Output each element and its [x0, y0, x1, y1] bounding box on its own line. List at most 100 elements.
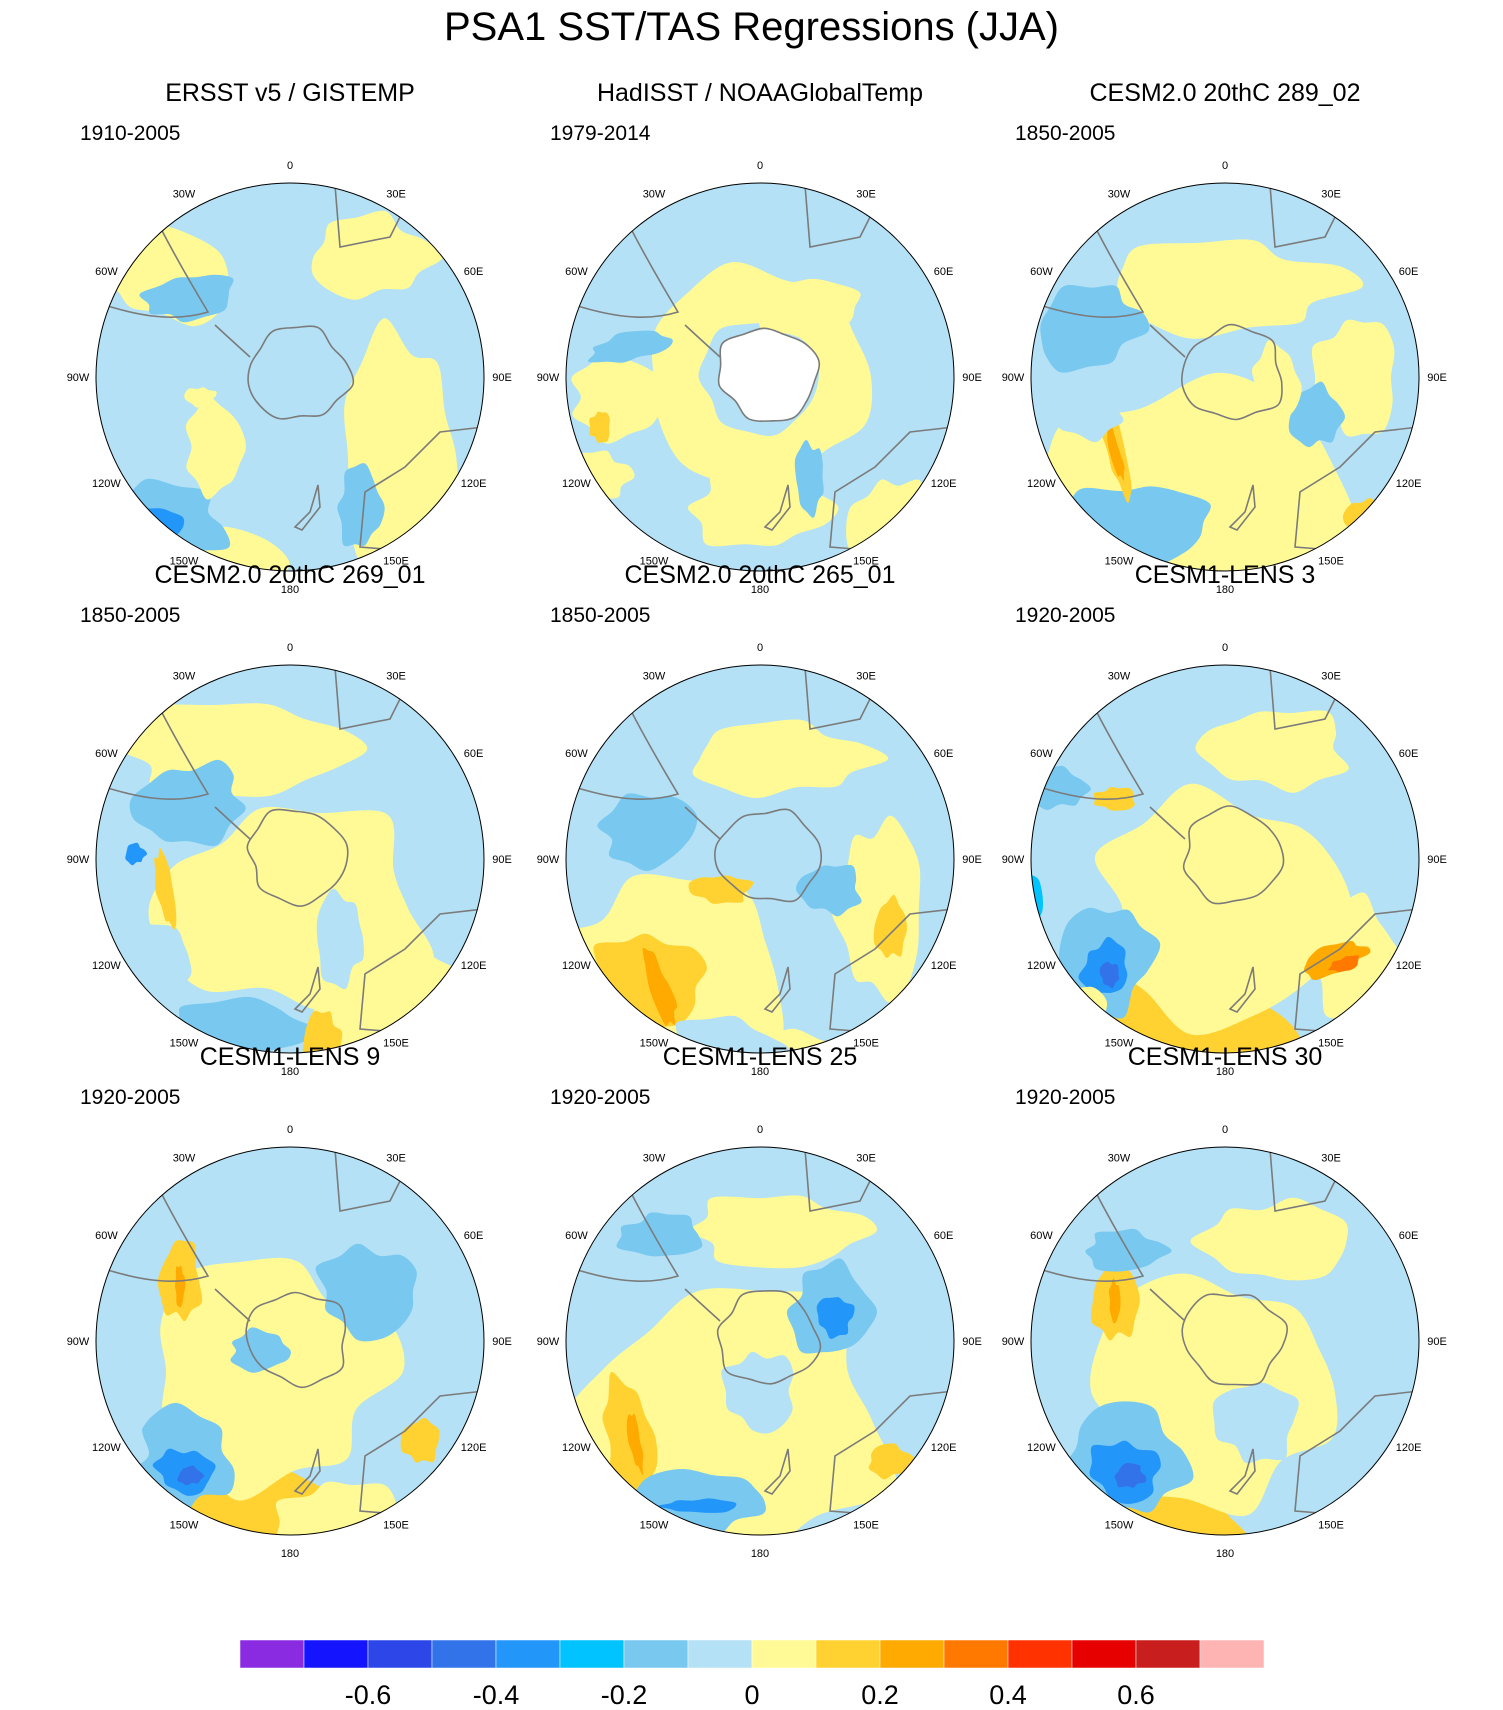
anomaly-contour	[1328, 955, 1359, 973]
anomaly-contour	[659, 1015, 789, 1053]
map-panel: CESM1-LENS 3 1920-2005 0 30E 60E 90E 120E 150E 1…	[975, 560, 1475, 1080]
antarctica-coastline	[1181, 1293, 1288, 1386]
antarctica-coastline	[245, 1291, 347, 1389]
anomaly-contour	[521, 911, 559, 1015]
longitude-label: 30W	[173, 670, 196, 682]
longitude-label: 180	[281, 1548, 299, 1560]
longitude-label: 150W	[170, 1038, 199, 1050]
anomaly-contour	[96, 1385, 149, 1490]
anomaly-contour	[139, 274, 234, 323]
map-panel: HadISST / NOAAGlobalTemp 1979-2014 0 30E 60E…	[510, 78, 1010, 598]
anomaly-contour	[337, 463, 385, 547]
longitude-label: 120W	[92, 1442, 121, 1454]
panel-period: 1850-2005	[80, 604, 181, 627]
longitude-label: 120E	[1396, 960, 1422, 972]
panel-title: CESM2.0 20thC 289_02	[1089, 79, 1361, 107]
polar-map: 0 30E 60E 90E 120E 150E 180 150W 120W 90W 60W 30W	[537, 160, 982, 596]
anomaly-contour	[400, 1417, 440, 1463]
longitude-label: 0	[757, 642, 763, 654]
anomaly-contour	[1190, 1197, 1348, 1281]
new-zealand-coastline	[763, 966, 791, 1013]
south-america-coastline	[566, 698, 680, 800]
longitude-label: 60E	[934, 266, 954, 278]
longitude-label: 120W	[1027, 1442, 1056, 1454]
colorbar-tick-label: 0.6	[1117, 1680, 1155, 1710]
south-america-coastline	[96, 698, 210, 800]
peninsula-coastline	[684, 324, 721, 358]
anomaly-contour	[315, 1243, 417, 1342]
australia-coastline	[829, 908, 954, 1032]
colorbar-tick-label: -0.2	[601, 1680, 648, 1710]
panel-period: 1920-2005	[550, 1086, 651, 1109]
longitude-label: 0	[757, 160, 763, 172]
peninsula-coastline	[214, 1288, 251, 1322]
longitude-label: 120W	[562, 960, 591, 972]
longitude-label: 180	[281, 584, 299, 596]
map-panel: ERSST v5 / GISTEMP 1910-2005 0 30E 60E 90E 120…	[40, 78, 540, 598]
anomaly-contour	[1031, 1470, 1267, 1535]
south-america-coastline	[566, 1180, 680, 1282]
longitude-label: 120W	[92, 960, 121, 972]
longitude-label: 150E	[1318, 1038, 1344, 1050]
australia-coastline	[359, 1390, 484, 1514]
longitude-label: 90E	[1427, 372, 1447, 384]
longitude-label: 120E	[461, 960, 487, 972]
longitude-label: 90W	[537, 1336, 560, 1348]
longitude-label: 60W	[565, 748, 588, 760]
peninsula-coastline	[1149, 1288, 1186, 1322]
anomaly-contour	[312, 934, 468, 1053]
longitude-label: 150E	[383, 556, 409, 568]
colorbar-box	[879, 1639, 945, 1669]
longitude-label: 150E	[383, 1038, 409, 1050]
longitude-label: 90W	[67, 854, 90, 866]
longitude-label: 60E	[464, 1230, 484, 1242]
anomaly-contour	[831, 815, 921, 1003]
longitude-label: 150E	[853, 556, 879, 568]
colorbar-box	[623, 1639, 689, 1669]
longitude-label: 30W	[173, 188, 196, 200]
colorbar-tick-label: 0.2	[861, 1680, 899, 1710]
longitude-label: 150W	[640, 1038, 669, 1050]
anomaly-contour	[174, 1265, 186, 1308]
south-america-coastline	[1031, 1180, 1145, 1282]
new-zealand-coastline	[293, 966, 321, 1013]
panel-title: CESM1-LENS 25	[662, 1043, 858, 1071]
colorbar-box	[687, 1639, 753, 1669]
longitude-label: 150W	[640, 1520, 669, 1532]
longitude-label: 120E	[931, 1442, 957, 1454]
peninsula-coastline	[1149, 806, 1186, 840]
map-boundary	[1030, 182, 1420, 572]
longitude-label: 120W	[562, 478, 591, 490]
colorbar-box	[943, 1639, 1009, 1669]
anomaly-contour	[1094, 783, 1352, 1036]
anomaly-contour	[654, 1534, 827, 1535]
panel-title: CESM1-LENS 9	[199, 1043, 381, 1071]
anomaly-contour	[96, 402, 101, 465]
anomaly-contour	[642, 947, 678, 1026]
panel-title: ERSST v5 / GISTEMP	[165, 79, 415, 107]
polar-map: 0 30E 60E 90E 120E 150E 180 150W 120W 90W 60W 30W	[67, 1124, 512, 1560]
longitude-label: 0	[1222, 642, 1228, 654]
polar-map: 0 30E 60E 90E 120E 150E 180 150W 120W 90W 60W 30W	[1002, 160, 1447, 596]
longitude-label: 30E	[1321, 188, 1341, 200]
longitude-label: 0	[287, 642, 293, 654]
new-zealand-coastline	[763, 484, 791, 531]
map-boundary	[1030, 664, 1420, 1054]
antarctica-coastline	[1182, 805, 1285, 905]
anomaly-contour	[230, 1327, 291, 1373]
panel-period: 1850-2005	[1015, 122, 1116, 145]
longitude-label: 120E	[1396, 1442, 1422, 1454]
anomaly-contour	[1106, 422, 1125, 481]
anomaly-contour	[1114, 1462, 1147, 1488]
anomaly-contour	[730, 278, 861, 341]
panel-period: 1850-2005	[550, 604, 651, 627]
polar-map: 0 30E 60E 90E 120E 150E 180 150W 120W 90W 60W 30W	[1002, 642, 1447, 1078]
longitude-label: 30E	[386, 188, 406, 200]
colorbar-tick-label: 0	[744, 1680, 759, 1710]
map-panel: CESM1-LENS 9 1920-2005 0 30E 60E 90E 120E 150E 1…	[40, 1042, 540, 1562]
longitude-label: 60E	[934, 1230, 954, 1242]
anomaly-contour	[96, 922, 192, 993]
longitude-label: 60E	[1399, 266, 1419, 278]
new-zealand-coastline	[1228, 1448, 1256, 1495]
longitude-label: 120W	[92, 478, 121, 490]
